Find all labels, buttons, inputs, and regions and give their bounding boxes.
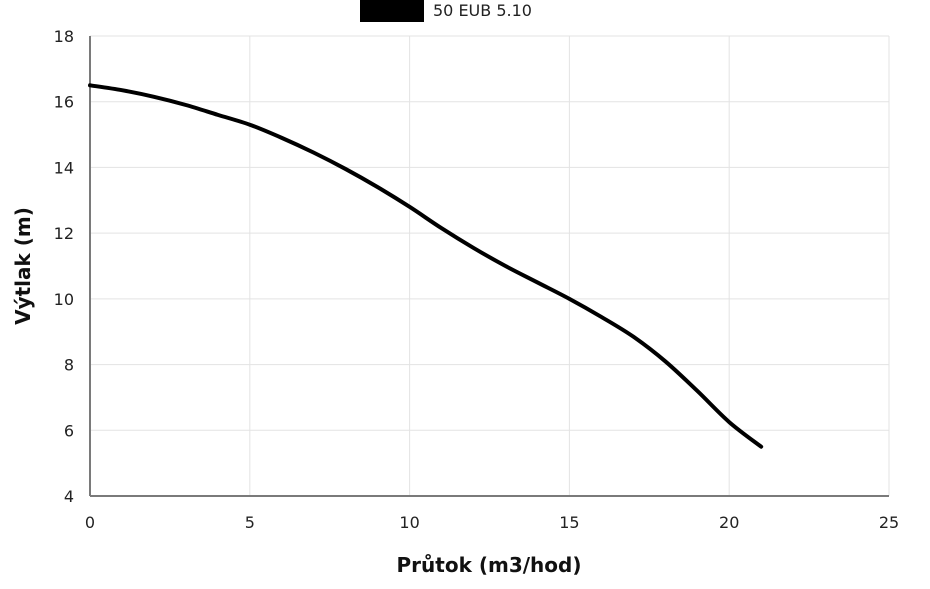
x-tick-label: 0 bbox=[85, 513, 95, 532]
x-tick-label: 15 bbox=[559, 513, 579, 532]
x-axis-ticks: 0 5 10 15 20 25 bbox=[85, 513, 899, 532]
y-tick-label: 14 bbox=[54, 158, 74, 177]
series-group bbox=[88, 83, 764, 449]
x-tick-label: 10 bbox=[399, 513, 419, 532]
x-tick-label: 5 bbox=[245, 513, 255, 532]
series-line-0 bbox=[88, 83, 764, 449]
y-tick-label: 12 bbox=[54, 224, 74, 243]
y-axis-title: Výtlak (m) bbox=[11, 207, 35, 325]
x-tick-label: 20 bbox=[719, 513, 739, 532]
grid bbox=[89, 35, 890, 497]
y-tick-label: 6 bbox=[64, 421, 74, 440]
y-tick-label: 8 bbox=[64, 356, 74, 375]
axes bbox=[89, 36, 889, 497]
y-tick-label: 10 bbox=[54, 290, 74, 309]
y-tick-label: 16 bbox=[54, 93, 74, 112]
y-tick-label: 4 bbox=[64, 487, 74, 506]
x-axis-title: Průtok (m3/hod) bbox=[397, 553, 582, 577]
legend: 50 EUB 5.10 bbox=[360, 0, 532, 22]
legend-swatch bbox=[360, 0, 424, 22]
y-tick-label: 18 bbox=[54, 27, 74, 46]
y-axis-ticks: 4 6 8 10 12 14 16 18 bbox=[54, 27, 74, 506]
x-tick-label: 25 bbox=[879, 513, 899, 532]
legend-label: 50 EUB 5.10 bbox=[433, 1, 532, 20]
